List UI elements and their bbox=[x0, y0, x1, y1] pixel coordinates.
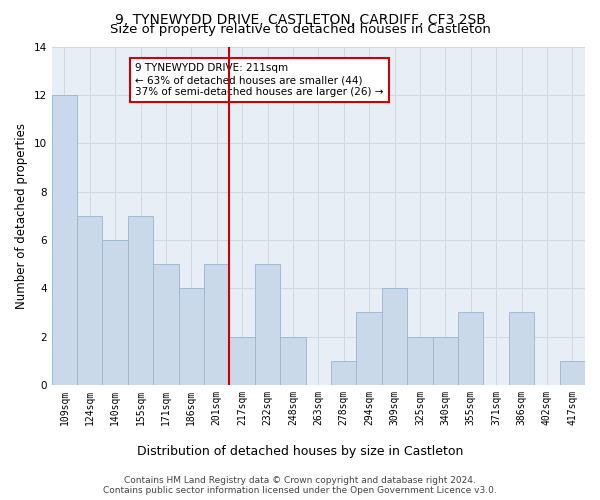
Bar bbox=[128, 216, 153, 385]
Text: Contains HM Land Registry data © Crown copyright and database right 2024.: Contains HM Land Registry data © Crown c… bbox=[124, 476, 476, 485]
Bar bbox=[382, 288, 407, 385]
Bar bbox=[560, 360, 585, 385]
Bar bbox=[255, 264, 280, 385]
Y-axis label: Number of detached properties: Number of detached properties bbox=[15, 122, 28, 308]
Bar bbox=[458, 312, 484, 385]
Bar bbox=[52, 95, 77, 385]
Bar bbox=[280, 336, 305, 385]
Text: 9, TYNEWYDD DRIVE, CASTLETON, CARDIFF, CF3 2SB: 9, TYNEWYDD DRIVE, CASTLETON, CARDIFF, C… bbox=[115, 12, 485, 26]
Bar bbox=[153, 264, 179, 385]
Bar bbox=[433, 336, 458, 385]
Bar bbox=[407, 336, 433, 385]
Bar bbox=[77, 216, 103, 385]
Text: Contains public sector information licensed under the Open Government Licence v3: Contains public sector information licen… bbox=[103, 486, 497, 495]
Bar bbox=[229, 336, 255, 385]
Bar bbox=[103, 240, 128, 385]
Text: Size of property relative to detached houses in Castleton: Size of property relative to detached ho… bbox=[110, 22, 490, 36]
Bar bbox=[331, 360, 356, 385]
Text: Distribution of detached houses by size in Castleton: Distribution of detached houses by size … bbox=[137, 444, 463, 458]
Bar bbox=[356, 312, 382, 385]
Text: 9 TYNEWYDD DRIVE: 211sqm
← 63% of detached houses are smaller (44)
37% of semi-d: 9 TYNEWYDD DRIVE: 211sqm ← 63% of detach… bbox=[136, 64, 384, 96]
Bar bbox=[509, 312, 534, 385]
Bar bbox=[179, 288, 204, 385]
Bar bbox=[204, 264, 229, 385]
